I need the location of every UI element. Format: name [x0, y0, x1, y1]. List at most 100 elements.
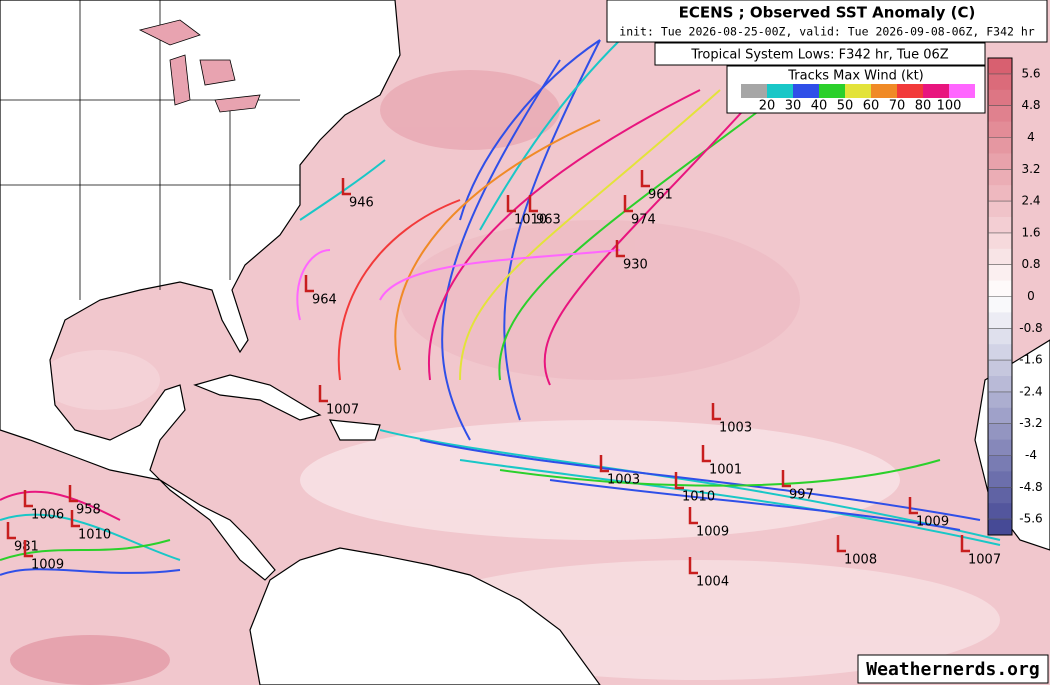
colorbar-label: 5.6: [1021, 66, 1040, 80]
legend-swatch: [897, 84, 923, 98]
colorbar-label: 2.4: [1021, 194, 1040, 208]
low-symbol: [23, 540, 33, 558]
legend-level: 20: [759, 99, 776, 114]
subtitle-box: [654, 42, 986, 66]
colorbar-label: -0.8: [1019, 321, 1042, 335]
subtitle: Tropical System Lows: F342 hr, Tue 06Z: [690, 48, 948, 63]
legend-level: 80: [915, 99, 932, 114]
legend-swatch: [871, 84, 897, 98]
low-pressure-label: 958: [76, 503, 101, 518]
colorbar-label: -2.4: [1019, 384, 1042, 398]
legend-swatch: [767, 84, 793, 98]
legend-swatch: [741, 84, 767, 98]
great-lakes: [138, 19, 261, 113]
colorbar-cell: [988, 391, 1012, 409]
init-line: init: Tue 2026-08-25-00Z, valid: Tue 202…: [619, 25, 1034, 39]
colorbar-label: 0.8: [1021, 257, 1040, 271]
colorbar-cell: [988, 232, 1012, 250]
colorbar-label: 3.2: [1021, 162, 1040, 176]
colorbar-cell: [988, 328, 1012, 345]
colorbar-cell: [988, 487, 1012, 504]
low-symbol: [341, 178, 351, 196]
low-symbol: [6, 522, 16, 540]
tracks: [0, 39, 1001, 576]
low-pressure-label: 981: [14, 540, 39, 555]
low-pressure-label: 1006: [31, 508, 64, 523]
legend-level: 60: [863, 99, 880, 114]
low-pressure-label: 930: [623, 258, 648, 273]
low-pressure-label: 1009: [696, 525, 729, 540]
colorbar-label: 4: [1027, 130, 1035, 144]
low-symbol: [304, 275, 314, 293]
colorbar-label: 0: [1027, 289, 1035, 303]
low-pressure-label: 946: [349, 196, 374, 211]
low-pressure-label: 1003: [607, 473, 640, 488]
colorbar-cell: [988, 503, 1012, 520]
colorbar-cell: [988, 312, 1012, 329]
colorbar-label: -4: [1025, 448, 1037, 462]
colorbar-cell: [988, 360, 1012, 377]
low-symbol: [599, 455, 609, 473]
legend-swatch: [923, 84, 949, 98]
low-pressure-label: 1004: [696, 575, 729, 590]
colorbar-label: -5.6: [1019, 512, 1042, 526]
low-symbol: [506, 195, 516, 213]
low-symbol: [960, 535, 970, 553]
colorbar-cell: [988, 455, 1012, 472]
low-pressure-label: 1010: [682, 490, 715, 505]
legend-swatch: [949, 84, 975, 98]
title-box: [606, 0, 1048, 43]
colorbar-cell: [988, 169, 1012, 186]
colorbar-cell: [988, 407, 1012, 425]
low-symbol: [908, 497, 918, 515]
colorbar-cell: [988, 137, 1012, 154]
low-pressure-label: 1010: [78, 528, 111, 543]
colorbar-label: -1.6: [1019, 353, 1042, 367]
colorbar-cell: [988, 153, 1012, 170]
low-pressure-label: 997: [789, 488, 814, 503]
colorbar-cell: [988, 344, 1012, 361]
low-symbol: [528, 195, 538, 213]
legend-level: 40: [811, 99, 828, 114]
legend-level: 70: [889, 99, 906, 114]
low-symbol: [688, 507, 698, 525]
borders: [0, 0, 300, 300]
colorbar-cell: [988, 376, 1012, 393]
header: ECENS ; Observed SST Anomaly (C) init: T…: [606, 0, 1048, 114]
colorbar-cell: [988, 89, 1012, 107]
colorbar-label: 4.8: [1021, 98, 1040, 112]
low-pressure-label: 964: [312, 293, 337, 308]
low-pressure-label: 1009: [31, 558, 64, 573]
low-symbol: [23, 490, 33, 508]
colorbar-cell: [988, 121, 1012, 138]
low-symbol: [623, 195, 633, 213]
colorbar-cell: [988, 73, 1012, 91]
low-symbol: [836, 535, 846, 553]
colorbar-cell: [988, 423, 1012, 441]
legend-level: 30: [785, 99, 802, 114]
colorbar-label: -4.8: [1019, 480, 1042, 494]
colorbar-label: -3.2: [1019, 416, 1042, 430]
low-pressure-label: 1007: [326, 403, 359, 418]
low-symbol: [781, 470, 791, 488]
low-symbol: [640, 170, 650, 188]
colorbar-cell: [988, 248, 1012, 266]
colorbar-cell: [988, 280, 1012, 297]
colorbar-cell: [988, 296, 1012, 313]
colorbar-cell: [988, 264, 1012, 282]
colorbar-cell: [988, 439, 1012, 456]
colorbar-cell: [988, 471, 1012, 488]
legend-level: 50: [837, 99, 854, 114]
watermark: Weathernerds.org: [866, 659, 1039, 680]
low-symbol: [711, 403, 721, 421]
colorbar-label: 1.6: [1021, 225, 1040, 239]
low-symbol: [701, 445, 711, 463]
low-pressure-label: 961: [648, 188, 673, 203]
low-symbol: [70, 510, 80, 528]
colorbar-cell: [988, 217, 1012, 234]
low-pressure-label: 1008: [844, 553, 877, 568]
low-pressure-label: 974: [631, 213, 656, 228]
title: ECENS ; Observed SST Anomaly (C): [679, 4, 976, 22]
